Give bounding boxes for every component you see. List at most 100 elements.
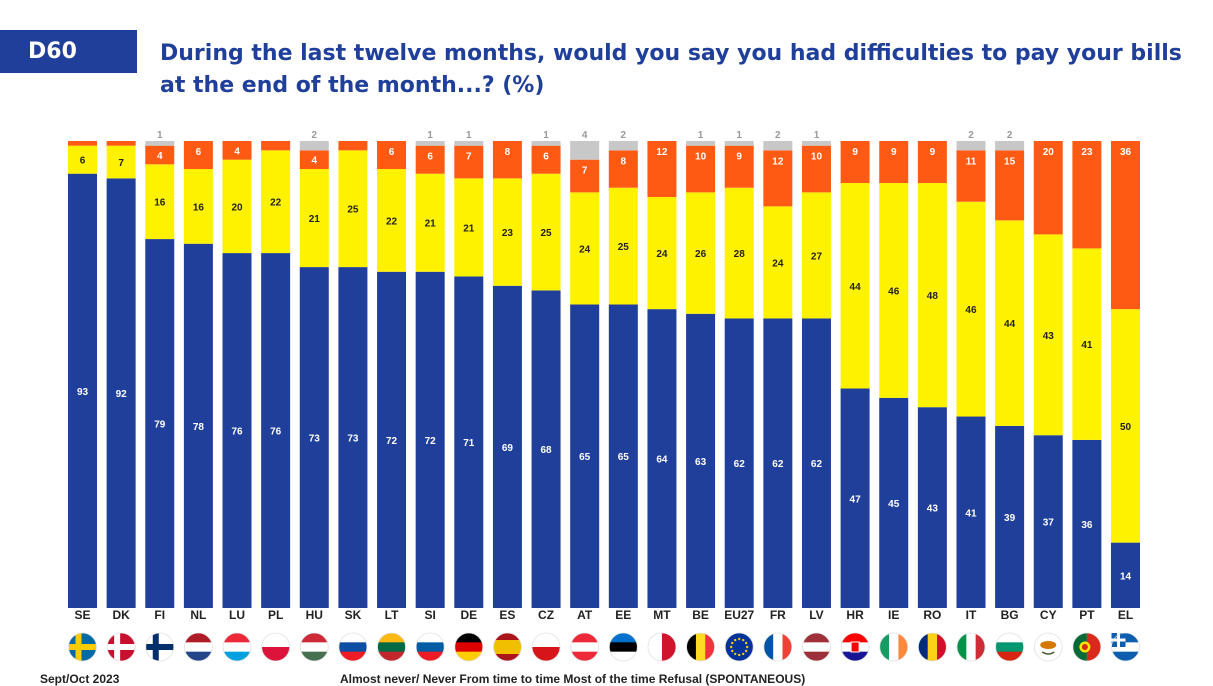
data-label: 23 [502,228,514,239]
bar-DK-almost-never-never [106,178,136,609]
bar-CZ-most-of-the-time [531,145,561,174]
data-label: 9 [930,147,936,158]
flag-ro-icon [917,632,947,662]
data-label: 24 [656,249,668,260]
bar-EE-from-time-to-time [608,187,638,305]
data-label: 24 [579,244,591,255]
bar-EU27-from-time-to-time [724,187,754,319]
question-code-badge: D60 [0,30,137,73]
bar-NL-almost-never-never [183,243,213,608]
flag-cy-icon [1033,632,1063,662]
chart-title: During the last twelve months, would you… [160,41,1182,98]
bar-DE-from-time-to-time [454,178,484,277]
data-label: 8 [505,147,511,158]
bar-SI-most-of-the-time [415,145,445,174]
bar-FI-from-time-to-time [145,164,175,240]
data-label: 27 [811,251,823,262]
data-label: 25 [618,242,630,253]
bar-SI-from-time-to-time [415,173,445,272]
data-label: 1 [466,130,472,141]
survey-date: Sept/Oct 2023 [40,672,120,686]
flag-de-icon [454,632,484,662]
data-label: 9 [891,147,897,158]
data-label: 2 [775,130,781,141]
category-label: PL [268,608,283,622]
bar-CZ-refusal-spontaneous- [531,141,561,146]
flag-el-icon [1111,632,1140,662]
data-label: 6 [389,147,395,158]
category-label: LU [229,608,245,622]
data-label: 92 [116,389,128,400]
data-label: 6 [196,147,202,158]
flag-it-icon [956,632,986,662]
data-label: 65 [579,452,591,463]
data-label: 10 [811,152,823,163]
data-label: 62 [772,459,784,470]
bar-NL-most-of-the-time [183,141,213,170]
data-label: 43 [927,504,939,515]
data-label: 4 [582,130,588,141]
data-label: 12 [772,156,784,167]
data-label: 4 [157,151,163,162]
bar-IT-almost-never-never [956,416,986,608]
category-label: AT [577,608,593,622]
bar-BG-almost-never-never [995,425,1025,608]
bar-LU-most-of-the-time [222,141,252,160]
data-label: 6 [80,156,86,167]
data-label: 25 [347,205,359,216]
bar-FR-refusal-spontaneous- [763,141,793,151]
data-label: 62 [734,459,746,470]
data-label: 2 [968,130,974,141]
flag-fr-icon [763,632,793,662]
data-label: 1 [157,130,163,141]
bar-EU27-refusal-spontaneous- [724,141,754,146]
bar-EL-most-of-the-time [1111,141,1141,310]
data-label: 47 [850,494,862,505]
data-label: 50 [1120,422,1132,433]
data-label: 39 [1004,513,1016,524]
data-label: 68 [540,445,552,456]
data-label: 62 [811,459,823,470]
bar-LU-from-time-to-time [222,159,252,254]
bar-HU-refusal-spontaneous- [299,141,329,151]
bar-EE-almost-never-never [608,304,638,608]
category-label: EU27 [724,608,754,622]
data-label: 1 [543,130,549,141]
bar-BE-from-time-to-time [686,192,716,314]
category-label: SE [74,608,90,622]
data-label: 25 [540,228,552,239]
category-label: LV [809,608,823,622]
data-label: 1 [736,130,742,141]
data-label: 10 [695,152,707,163]
bar-EE-refusal-spontaneous- [608,141,638,151]
bar-IE-from-time-to-time [879,183,909,398]
flag-hu-icon [299,632,329,662]
data-label: 65 [618,452,630,463]
data-label: 37 [1043,518,1055,529]
bar-SK-almost-never-never [338,267,368,608]
category-label: BG [1001,608,1019,622]
category-label: LT [385,608,399,622]
bar-CZ-from-time-to-time [531,173,561,291]
data-label: 36 [1081,520,1093,531]
data-label: 1 [427,130,433,141]
bar-IE-most-of-the-time [879,141,909,184]
category-label: EE [615,608,631,622]
bar-HR-almost-never-never [840,388,870,608]
data-label: 73 [347,434,359,445]
flag-at-icon [570,632,600,662]
bar-PT-from-time-to-time [1072,248,1102,440]
data-label: 24 [772,258,784,269]
flag-es-icon [493,632,522,662]
data-label: 2 [1007,130,1013,141]
bar-MT-almost-never-never [647,309,677,608]
data-label: 46 [965,305,977,316]
bar-PL-from-time-to-time [261,150,291,254]
data-label: 2 [311,130,317,141]
data-label: 7 [466,152,472,163]
category-label: IE [888,608,899,622]
data-label: 7 [118,158,124,169]
flag-nl-icon [183,632,213,662]
data-label: 72 [425,436,437,447]
data-label: 21 [425,219,437,230]
